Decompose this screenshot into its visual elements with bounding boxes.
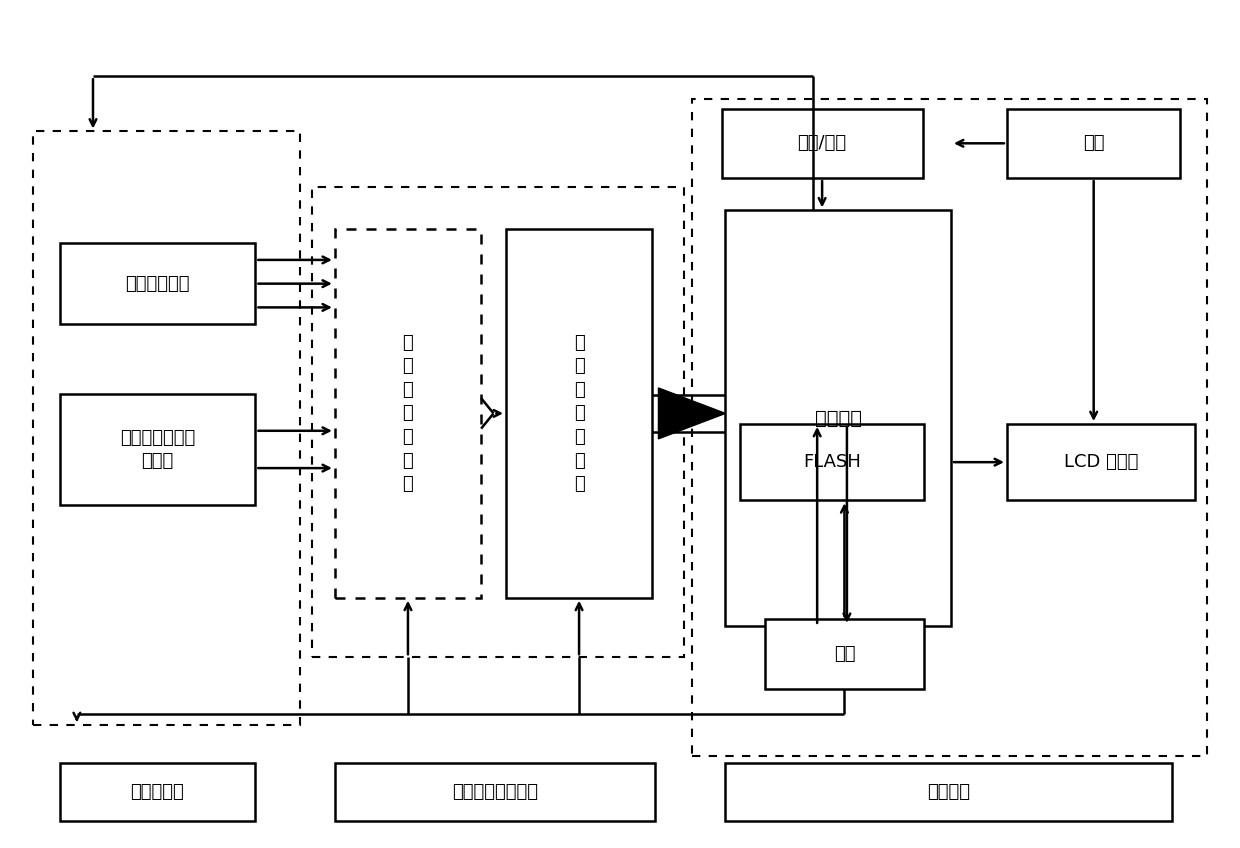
Text: 三轴重力加速度
传感器: 三轴重力加速度 传感器	[120, 428, 195, 471]
Text: 三轴磁传感器: 三轴磁传感器	[125, 275, 190, 293]
Text: 置位/复位: 置位/复位	[797, 134, 847, 153]
Bar	[60, 394, 255, 505]
Bar	[1007, 424, 1195, 500]
Bar	[60, 763, 255, 821]
Bar	[692, 99, 1207, 756]
Bar	[765, 619, 924, 689]
Bar	[506, 229, 652, 598]
Text: 信号调整采集模块: 信号调整采集模块	[451, 783, 538, 801]
Text: 传感器模块: 传感器模块	[130, 783, 185, 801]
Bar	[33, 131, 300, 725]
Text: 微处理器: 微处理器	[815, 409, 862, 427]
Bar	[725, 763, 1172, 821]
Text: 电源: 电源	[833, 644, 856, 663]
Bar	[740, 424, 924, 500]
Polygon shape	[658, 388, 725, 439]
Bar	[312, 187, 684, 657]
Text: 键盘: 键盘	[1083, 134, 1105, 153]
Bar	[335, 763, 655, 821]
Text: FLASH: FLASH	[804, 453, 861, 471]
Text: LCD 显示屏: LCD 显示屏	[1064, 453, 1138, 471]
Bar	[725, 210, 951, 626]
Bar	[60, 243, 255, 324]
Text: 模
数
转
化
和
计
数: 模 数 转 化 和 计 数	[574, 333, 584, 494]
Bar	[335, 229, 481, 598]
Bar	[722, 109, 923, 178]
Bar	[1007, 109, 1180, 178]
Text: 控制模块: 控制模块	[928, 783, 970, 801]
Text: 信
号
调
整
与
补
偿: 信 号 调 整 与 补 偿	[403, 333, 413, 494]
